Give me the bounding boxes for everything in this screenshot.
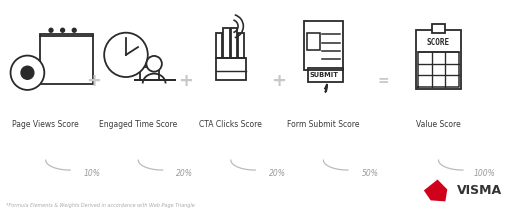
Circle shape — [61, 28, 65, 32]
Text: SCORE: SCORE — [427, 38, 450, 47]
Text: 20%: 20% — [176, 169, 193, 178]
Text: 20%: 20% — [269, 169, 286, 178]
FancyBboxPatch shape — [432, 24, 445, 33]
Polygon shape — [424, 180, 447, 201]
Text: 10%: 10% — [83, 169, 101, 178]
Text: Value Score: Value Score — [416, 119, 461, 129]
Text: *Formula Elements & Weights Derived in accordance with Web Page Triangle: *Formula Elements & Weights Derived in a… — [6, 203, 195, 208]
Text: SUBMIT: SUBMIT — [310, 72, 338, 78]
Text: Page Views Score: Page Views Score — [12, 119, 79, 129]
Circle shape — [49, 28, 53, 32]
Text: +: + — [271, 73, 286, 91]
Text: 100%: 100% — [474, 169, 496, 178]
FancyBboxPatch shape — [304, 21, 343, 70]
Text: =: = — [378, 74, 389, 88]
Text: CTA Clicks Score: CTA Clicks Score — [199, 119, 262, 129]
Text: +: + — [178, 73, 194, 91]
Text: +: + — [86, 73, 101, 91]
Text: Form Submit Score: Form Submit Score — [287, 119, 359, 129]
Text: Engaged Time Score: Engaged Time Score — [99, 119, 178, 129]
Circle shape — [11, 56, 45, 90]
FancyBboxPatch shape — [416, 30, 461, 89]
Text: 50%: 50% — [361, 169, 378, 178]
Circle shape — [21, 66, 34, 79]
Circle shape — [72, 28, 76, 32]
Circle shape — [146, 56, 162, 72]
Circle shape — [104, 33, 148, 77]
Text: VISMA: VISMA — [457, 184, 502, 197]
